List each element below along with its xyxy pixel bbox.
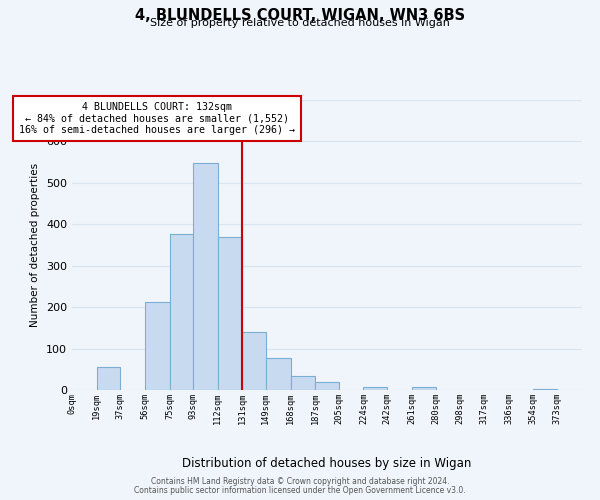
Text: Distribution of detached houses by size in Wigan: Distribution of detached houses by size …	[182, 458, 472, 470]
Y-axis label: Number of detached properties: Number of detached properties	[31, 163, 40, 327]
Bar	[218, 236, 242, 390]
Text: Contains HM Land Registry data © Crown copyright and database right 2024.: Contains HM Land Registry data © Crown c…	[151, 477, 449, 486]
Bar	[170, 234, 193, 390]
Bar	[193, 164, 218, 390]
Text: 4 BLUNDELLS COURT: 132sqm
← 84% of detached houses are smaller (1,552)
16% of se: 4 BLUNDELLS COURT: 132sqm ← 84% of detac…	[19, 102, 295, 135]
Bar	[97, 367, 120, 390]
Bar	[290, 376, 315, 390]
Bar	[364, 386, 387, 390]
Bar	[412, 386, 436, 390]
Text: 4, BLUNDELLS COURT, WIGAN, WN3 6BS: 4, BLUNDELLS COURT, WIGAN, WN3 6BS	[135, 8, 465, 22]
Bar	[242, 332, 266, 390]
Bar	[266, 358, 290, 390]
Bar	[315, 382, 339, 390]
Bar	[145, 302, 170, 390]
Bar	[533, 389, 557, 390]
Text: Size of property relative to detached houses in Wigan: Size of property relative to detached ho…	[150, 18, 450, 28]
Text: Contains public sector information licensed under the Open Government Licence v3: Contains public sector information licen…	[134, 486, 466, 495]
